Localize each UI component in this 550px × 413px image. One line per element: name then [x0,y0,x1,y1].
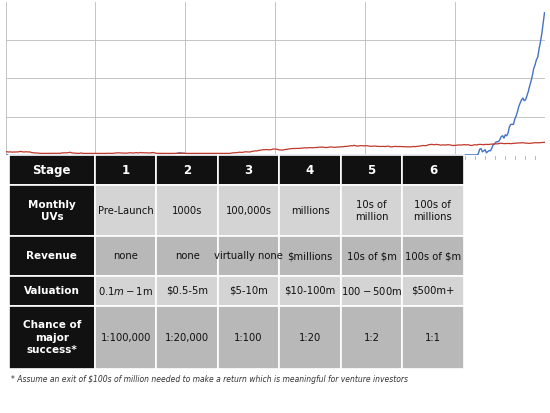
Text: none: none [175,251,200,261]
Text: $500m+: $500m+ [411,286,455,296]
Text: Revenue: Revenue [26,251,78,261]
Text: virtually none: virtually none [214,251,283,261]
Bar [341,155,402,185]
Bar [156,155,218,185]
Text: $0.1m - $1m: $0.1m - $1m [98,285,153,297]
Bar [341,185,402,236]
Text: $5-10m: $5-10m [229,286,268,296]
Text: $100-$500m: $100-$500m [341,285,402,297]
Bar [95,306,156,369]
Bar [218,306,279,369]
Text: * Assume an exit of $100s of million needed to make a return which is meaningful: * Assume an exit of $100s of million nee… [11,375,408,384]
Text: 3: 3 [245,164,252,176]
Bar [218,276,279,306]
Text: Stage: Stage [32,164,71,176]
Bar [95,276,156,306]
Bar [156,236,218,276]
Bar [9,276,95,306]
Bar [9,185,95,236]
Text: Valuation: Valuation [24,286,80,296]
Text: 1:1: 1:1 [425,332,441,342]
Bar [156,185,218,236]
Bar [341,276,402,306]
Bar [279,236,341,276]
Bar [9,236,95,276]
Text: 4: 4 [306,164,314,176]
Bar [402,276,464,306]
Bar [218,155,279,185]
Bar [95,185,156,236]
Text: 6: 6 [429,164,437,176]
Text: Pre-Launch: Pre-Launch [98,206,153,216]
Text: none: none [113,251,138,261]
Text: 1:100,000: 1:100,000 [101,332,151,342]
Text: 1:100: 1:100 [234,332,263,342]
Text: 1:20: 1:20 [299,332,321,342]
Text: 1:2: 1:2 [364,332,379,342]
Text: 100,000s: 100,000s [226,206,272,216]
Text: 10s of $m: 10s of $m [346,251,397,261]
Bar [156,306,218,369]
Text: Chance of
major
success*: Chance of major success* [23,320,81,355]
Bar [95,236,156,276]
Bar [402,306,464,369]
Bar [95,155,156,185]
Bar [341,236,402,276]
Bar [218,185,279,236]
Bar [341,306,402,369]
Bar [402,185,464,236]
Bar [279,155,341,185]
Bar [156,276,218,306]
Bar [402,155,464,185]
Text: Monthly
UVs: Monthly UVs [28,199,76,222]
Text: $0.5-5m: $0.5-5m [166,286,208,296]
Bar [402,236,464,276]
Text: 1: 1 [122,164,130,176]
Text: 5: 5 [367,164,376,176]
Bar [218,236,279,276]
Bar [279,276,341,306]
Text: 1:20,000: 1:20,000 [165,332,209,342]
Text: millions: millions [290,206,329,216]
Bar [9,306,95,369]
Text: 1000s: 1000s [172,206,202,216]
Text: $millions: $millions [288,251,333,261]
Bar [9,155,95,185]
Text: 2: 2 [183,164,191,176]
Bar [279,185,341,236]
Text: 100s of
millions: 100s of millions [414,199,452,222]
Text: 100s of $m: 100s of $m [405,251,461,261]
Text: 10s of
million: 10s of million [355,199,388,222]
Bar [279,306,341,369]
Text: $10-100m: $10-100m [284,286,336,296]
